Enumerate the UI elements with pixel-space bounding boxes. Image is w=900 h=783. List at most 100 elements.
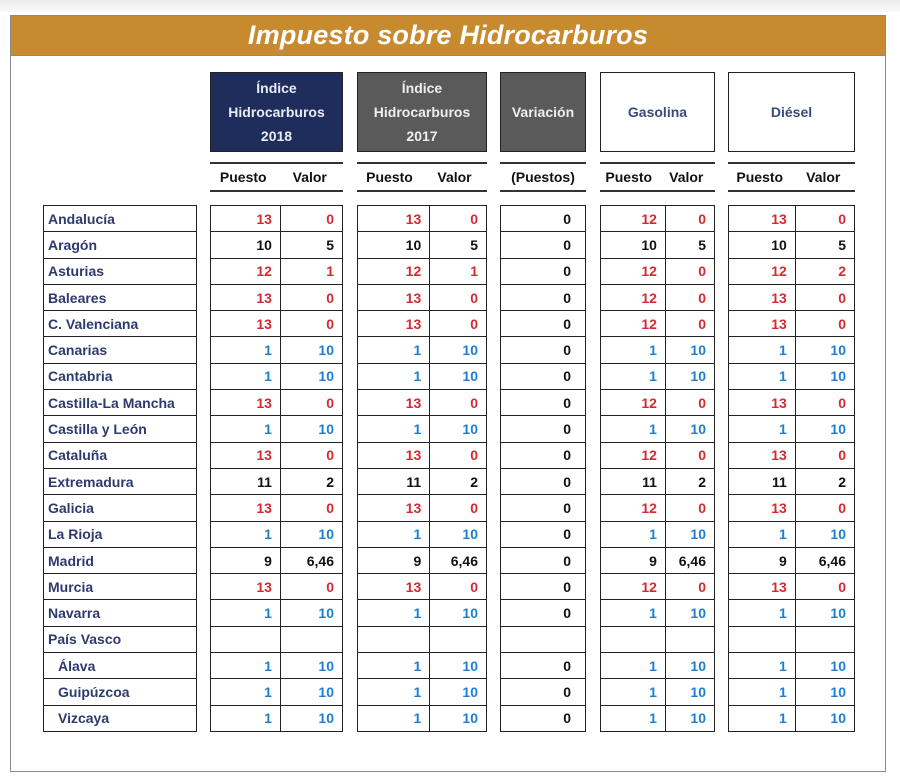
indice-2017-valor-cell: 0: [429, 441, 487, 469]
gasolina-valor-cell: 10: [664, 520, 716, 548]
table-row: 10 5: [210, 231, 344, 259]
gasolina-puesto-cell: 1: [600, 362, 666, 391]
table-row: 0: [500, 467, 586, 496]
variacion-cell: 0: [500, 494, 586, 522]
table-row: Castilla-La Mancha: [43, 389, 197, 417]
header-indice-2018: Índice Hidrocarburos 2018: [210, 72, 343, 152]
gasolina-valor-cell: 5: [664, 231, 716, 259]
title-bar: Impuesto sobre Hidrocarburos: [10, 15, 886, 56]
subheader-puesto: Puesto: [366, 169, 413, 185]
table-row: 1 10: [210, 362, 344, 391]
diesel-puesto-cell: 1: [728, 678, 796, 706]
table-row: 0: [500, 362, 586, 391]
gasolina-puesto-cell: 11: [600, 467, 666, 496]
variacion-cell: 0: [500, 204, 586, 233]
indice-2017-puesto-cell: 12: [356, 257, 431, 285]
table-row: 13 0: [728, 283, 856, 312]
indice-2017-valor-cell: 0: [429, 310, 487, 338]
table-row: 12 2: [728, 257, 856, 285]
indice-2018-puesto-cell: 1: [210, 599, 281, 627]
region-name: Castilla-La Mancha: [43, 389, 197, 417]
diesel-valor-cell: 10: [794, 415, 856, 443]
gasolina-puesto-cell: 12: [600, 283, 666, 312]
table-row: 1 10: [356, 704, 487, 732]
gasolina-puesto-cell: 12: [600, 573, 666, 601]
diesel-puesto-cell: 1: [728, 652, 796, 680]
page-title: Impuesto sobre Hidrocarburos: [247, 20, 649, 50]
table-row: 1 10: [600, 520, 716, 548]
table-row: 0: [500, 283, 586, 312]
subheader-valor: Valor: [292, 169, 327, 185]
indice-2018-valor-cell: 6,46: [279, 546, 344, 575]
table-row: 0: [500, 389, 586, 417]
table-row: 12 0: [600, 204, 716, 233]
indice-2018-puesto-cell: 13: [210, 204, 281, 233]
diesel-puesto-cell: 1: [728, 520, 796, 548]
indice-2018-puesto-cell: 13: [210, 283, 281, 312]
diesel-valor-cell: 10: [794, 336, 856, 364]
diesel-puesto-cell: 1: [728, 704, 796, 732]
indice-2018-puesto-cell: 11: [210, 467, 281, 496]
table-row: 13 0: [210, 573, 344, 601]
indice-2017-puesto-cell: 11: [356, 467, 431, 496]
table-row: 0: [500, 310, 586, 338]
indice-2017-puesto-cell: 1: [356, 652, 431, 680]
diesel-puesto-cell: 11: [728, 467, 796, 496]
indice-2017-puesto-cell: 1: [356, 704, 431, 732]
diesel-puesto-cell: 9: [728, 546, 796, 575]
indice-2018-valor-cell: 10: [279, 678, 344, 706]
indice-2018-table: 13 0 10 5 12 1 13 0 13 0 1 10 1 10 13 0 1 10 13 0 11 2 13 0 1 10 9…: [210, 204, 344, 732]
table-row: 0: [500, 441, 586, 469]
table-row: 1 10: [728, 652, 856, 680]
table-row: 9 6,46: [210, 546, 344, 575]
indice-2017-puesto-cell: 1: [356, 362, 431, 391]
table-row: Navarra: [43, 599, 197, 627]
header-diesel: Diésel: [728, 72, 855, 152]
subheader-2018: Puesto Valor: [210, 162, 343, 192]
indice-2017-puesto-cell: 13: [356, 204, 431, 233]
variacion-cell: [500, 625, 586, 654]
region-name: C. Valenciana: [43, 310, 197, 338]
variacion-cell: 0: [500, 415, 586, 443]
gasolina-valor-cell: 10: [664, 652, 716, 680]
region-name: Murcia: [43, 573, 197, 601]
indice-2017-valor-cell: 2: [429, 467, 487, 496]
gasolina-puesto-cell: 1: [600, 652, 666, 680]
indice-2017-puesto-cell: 1: [356, 678, 431, 706]
indice-2018-puesto-cell: 1: [210, 678, 281, 706]
indice-2018-valor-cell: 2: [279, 467, 344, 496]
gasolina-valor-cell: 2: [664, 467, 716, 496]
table-row: 1 10: [210, 652, 344, 680]
indice-2017-puesto-cell: 10: [356, 231, 431, 259]
table-row: 1 10: [600, 599, 716, 627]
diesel-valor-cell: 10: [794, 678, 856, 706]
indice-2017-valor-cell: 0: [429, 204, 487, 233]
table-row: Canarias: [43, 336, 197, 364]
variacion-cell: 0: [500, 652, 586, 680]
table-row: Álava: [43, 652, 197, 680]
table-row: Cataluña: [43, 441, 197, 469]
indice-2017-valor-cell: 0: [429, 573, 487, 601]
region-name: Aragón: [43, 231, 197, 259]
indice-2017-valor-cell: 10: [429, 704, 487, 732]
table-row: 0: [500, 652, 586, 680]
subheader-valor: Valor: [669, 169, 704, 185]
indice-2018-puesto-cell: 9: [210, 546, 281, 575]
table-row: 0: [500, 204, 586, 233]
region-name: Baleares: [43, 283, 197, 312]
indice-2017-puesto-cell: 1: [356, 336, 431, 364]
diesel-valor-cell: 10: [794, 520, 856, 548]
table-row: 11 2: [356, 467, 487, 496]
table-row: 0: [500, 257, 586, 285]
variacion-cell: 0: [500, 520, 586, 548]
table-row: 1 10: [600, 652, 716, 680]
gasolina-puesto-cell: 1: [600, 415, 666, 443]
variacion-cell: 0: [500, 283, 586, 312]
table-row: 0: [500, 520, 586, 548]
table-row: 10 5: [356, 231, 487, 259]
subheader-2017: Puesto Valor: [357, 162, 487, 192]
indice-2018-valor-cell: 0: [279, 441, 344, 469]
indice-2018-puesto-cell: 13: [210, 573, 281, 601]
region-name: Castilla y León: [43, 415, 197, 443]
